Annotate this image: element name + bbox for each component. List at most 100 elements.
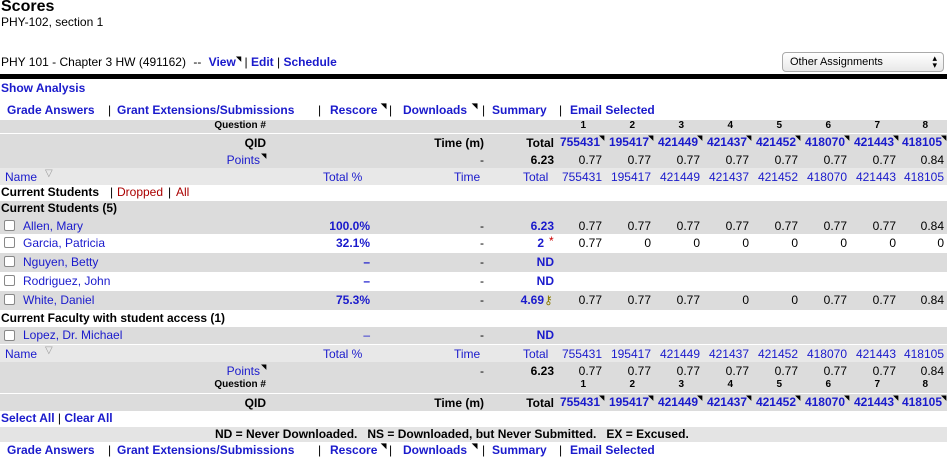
student-time: -	[480, 274, 484, 288]
select-all-link[interactable]: Select All	[1, 411, 55, 425]
student-name[interactable]: Rodriguez, John	[23, 274, 111, 288]
qid-sort-link[interactable]: 418105	[903, 170, 944, 184]
qid-sort-link[interactable]: 421449	[659, 170, 700, 184]
qid-link[interactable]: 421443	[853, 135, 894, 149]
question-score: 0.77	[676, 219, 700, 233]
qid-link[interactable]: 755431	[559, 395, 600, 409]
student-name[interactable]: Nguyen, Betty	[23, 255, 99, 269]
name-sort-link[interactable]: Name	[5, 170, 38, 184]
grade-answers-link[interactable]: Grade Answers	[7, 103, 95, 117]
row-checkbox[interactable]	[4, 256, 15, 267]
qid-link[interactable]: 418070	[804, 395, 845, 409]
dropdown-tick-icon: ◥	[261, 364, 267, 371]
question-number: 4	[727, 379, 733, 390]
qid-sort-link[interactable]: 418070	[806, 347, 847, 361]
summary-link[interactable]: Summary	[492, 443, 547, 457]
qid-sort-link[interactable]: 418105	[903, 347, 944, 361]
rescore-link[interactable]: Rescore	[330, 103, 378, 117]
question-number: 3	[678, 120, 684, 131]
student-name[interactable]: Garcia, Patricia	[23, 236, 106, 250]
question-points: 0.77	[823, 153, 847, 167]
qid-row-bottom: QID Time (m) Total 755431 ◥ 195417 ◥ 421449 ◥…	[0, 394, 947, 411]
qid-link[interactable]: 418105	[901, 135, 942, 149]
student-total[interactable]: 4.69	[520, 293, 544, 307]
clear-all-link[interactable]: Clear All	[64, 411, 113, 425]
row-checkbox[interactable]	[4, 294, 15, 305]
total-pct-sort-link[interactable]: Total %	[323, 347, 363, 361]
qid-link[interactable]: 421449	[657, 395, 698, 409]
student-name[interactable]: White, Daniel	[23, 293, 95, 307]
total-pct-sort-link[interactable]: Total %	[323, 170, 363, 184]
student-total[interactable]: 6.23	[530, 219, 554, 233]
qid-sort-link[interactable]: 421443	[855, 347, 896, 361]
points-link[interactable]: Points	[226, 364, 260, 378]
qid-sort-link[interactable]: 418070	[806, 170, 847, 184]
student-name[interactable]: Allen, Mary	[23, 219, 84, 233]
rescore-link[interactable]: Rescore	[330, 443, 378, 457]
column-header-row: Name ▽ Total % Time Total 755431 195417 421…	[0, 168, 947, 185]
qid-link[interactable]: 418105	[901, 395, 942, 409]
qid-sort-link[interactable]: 421443	[855, 170, 896, 184]
total-sort-link[interactable]: Total	[523, 170, 549, 184]
qid-sort-link[interactable]: 421452	[757, 170, 798, 184]
qid-sort-link[interactable]: 195417	[610, 347, 651, 361]
student-total[interactable]: ND	[536, 274, 554, 288]
view-link[interactable]: View	[208, 55, 236, 69]
grade-answers-link[interactable]: Grade Answers	[7, 443, 95, 457]
points-link[interactable]: Points	[226, 153, 260, 167]
qid-link[interactable]: 421437	[706, 135, 747, 149]
qid-sort-link[interactable]: 195417	[610, 170, 651, 184]
faculty-total[interactable]: ND	[536, 328, 554, 342]
time-sort-link[interactable]: Time	[454, 347, 481, 361]
grant-extensions-link[interactable]: Grant Extensions/Submissions	[117, 103, 295, 117]
qid-sort-link[interactable]: 755431	[561, 170, 602, 184]
row-checkbox[interactable]	[4, 275, 15, 286]
qid-link[interactable]: 421437	[706, 395, 747, 409]
filter-current[interactable]: Current Students	[1, 185, 100, 199]
section-faculty-label: Current Faculty with student access (1)	[1, 311, 226, 325]
name-sort-link[interactable]: Name	[5, 347, 38, 361]
qid-sort-link[interactable]: 755431	[561, 347, 602, 361]
other-assignments-select[interactable]: Other Assignments ▴ ▾	[782, 52, 944, 72]
email-selected-link[interactable]: Email Selected	[570, 103, 655, 117]
row-checkbox[interactable]	[4, 220, 15, 231]
qid-link[interactable]: 195417	[608, 135, 649, 149]
qid-link[interactable]: 421443	[853, 395, 894, 409]
question-score: 0.77	[823, 219, 847, 233]
edit-link[interactable]: Edit	[251, 55, 274, 69]
qid-sort-link[interactable]: 421437	[708, 170, 749, 184]
qid-link[interactable]: 421452	[755, 395, 796, 409]
filter-dropped[interactable]: Dropped	[117, 185, 164, 199]
row-checkbox[interactable]	[4, 330, 15, 341]
student-total[interactable]: 2	[537, 236, 544, 250]
qid-link[interactable]: 418070	[804, 135, 845, 149]
action-bar-top: Grade Answers | Grant Extensions/Submiss…	[0, 102, 947, 118]
student-total[interactable]: ND	[536, 255, 554, 269]
summary-link[interactable]: Summary	[492, 103, 547, 117]
qid-link[interactable]: 195417	[608, 395, 649, 409]
qid-link[interactable]: 421449	[657, 135, 698, 149]
grant-extensions-link[interactable]: Grant Extensions/Submissions	[117, 443, 295, 457]
downloads-link[interactable]: Downloads	[403, 443, 468, 457]
student-row: Nguyen, Betty – - ND	[0, 253, 947, 272]
question-number-row-bottom: Question # 1 2 3 4 5 6 7 8	[0, 379, 947, 393]
filter-all[interactable]: All	[176, 185, 190, 199]
question-score: 0.77	[578, 219, 602, 233]
qid-sort-link[interactable]: 421437	[708, 347, 749, 361]
total-sort-link[interactable]: Total	[523, 347, 549, 361]
qid-link[interactable]: 421452	[755, 135, 796, 149]
schedule-link[interactable]: Schedule	[283, 55, 337, 69]
faculty-name[interactable]: Lopez, Dr. Michael	[23, 328, 123, 342]
select-arrows-icon: ▴ ▾	[932, 53, 937, 70]
downloads-link[interactable]: Downloads	[403, 103, 468, 117]
points-row: Points ◥ - 6.23 0.77 0.77 0.77 0.77 0.77 0.77 0…	[0, 151, 947, 168]
qid-link[interactable]: 755431	[559, 135, 600, 149]
time-sort-link[interactable]: Time	[454, 170, 481, 184]
qid-sort-link[interactable]: 421452	[757, 347, 798, 361]
row-checkbox[interactable]	[4, 237, 15, 248]
show-analysis-link[interactable]: Show Analysis	[1, 81, 86, 95]
question-points: 0.77	[774, 364, 798, 378]
email-selected-link[interactable]: Email Selected	[570, 443, 655, 457]
question-points: 0.84	[920, 153, 944, 167]
qid-sort-link[interactable]: 421449	[659, 347, 700, 361]
